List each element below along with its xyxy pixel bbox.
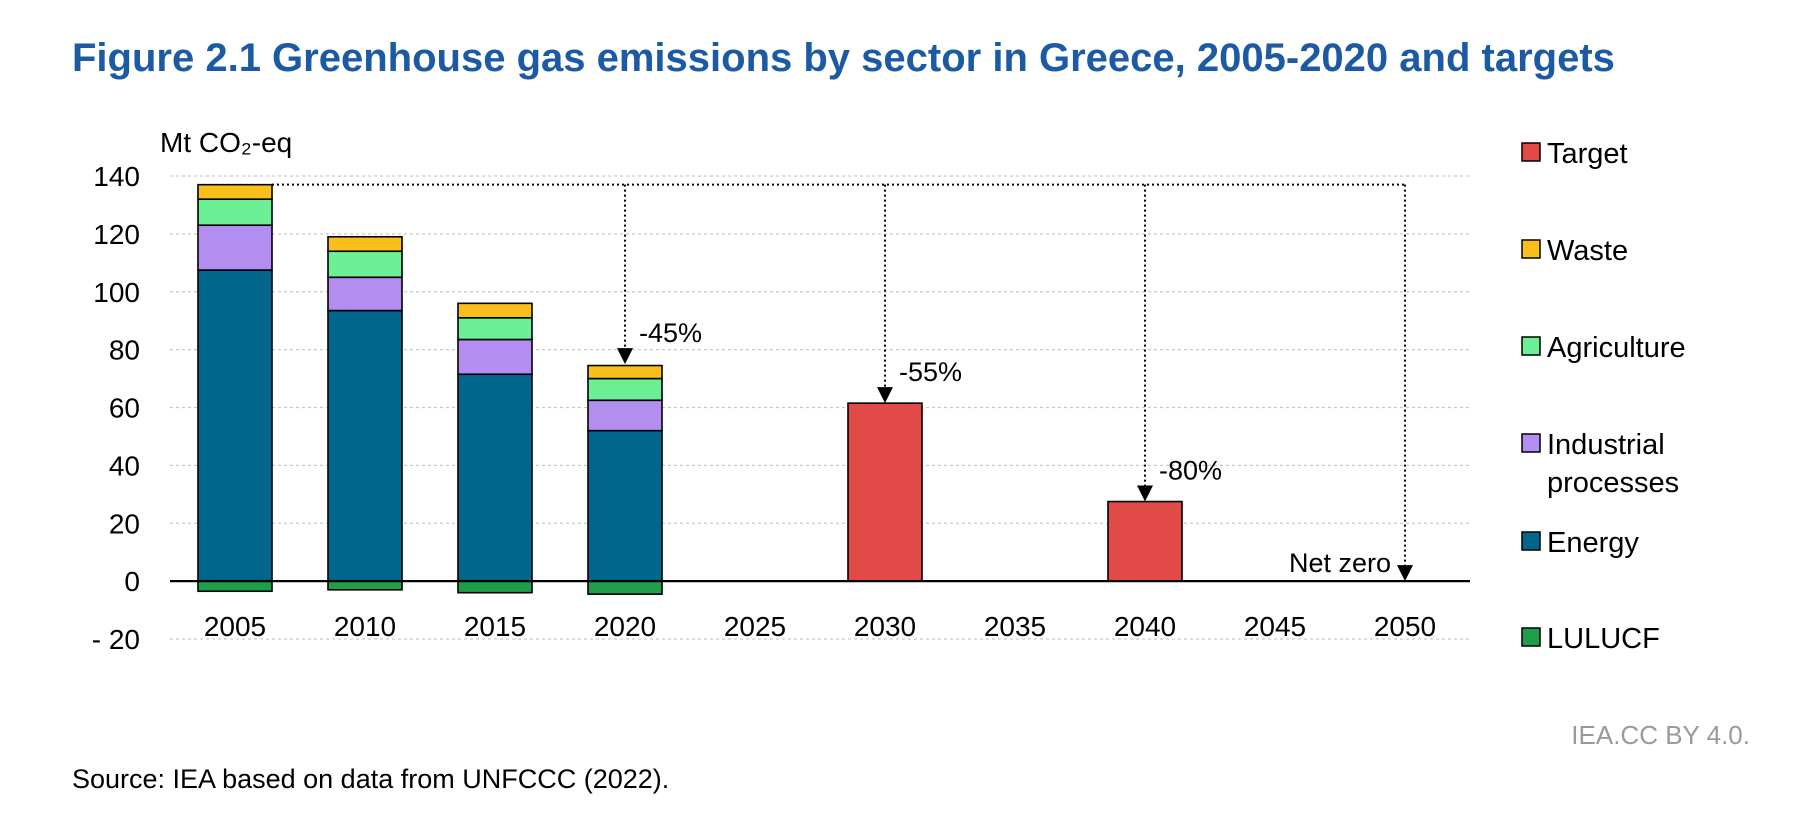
x-tick-label: 2030 (854, 611, 916, 642)
credit-label: IEA.CC BY 4.0. (1571, 720, 1750, 750)
legend-swatch (1521, 627, 1541, 647)
legend-swatch (1521, 336, 1541, 356)
x-tick-label: 2015 (464, 611, 526, 642)
legend-swatch (1521, 142, 1541, 162)
bar-segment-energy-2010 (327, 309, 403, 582)
bar-segment-lulucf-2010 (327, 580, 403, 591)
bar-segment-waste-2015 (457, 302, 533, 319)
bar-segment-target-2030 (847, 402, 923, 582)
annotation-arrowhead (1137, 485, 1153, 502)
bar-segment-energy-2015 (457, 373, 533, 582)
y-tick-label: 0 (124, 566, 140, 597)
x-tick-label: 2040 (1114, 611, 1176, 642)
bar-segment-industrial-processes-2010 (327, 276, 403, 312)
y-tick-label: 60 (109, 393, 140, 424)
source-note: Source: IEA based on data from UNFCCC (2… (72, 764, 670, 794)
bar-segment-lulucf-2015 (457, 580, 533, 594)
x-tick-label: 2025 (724, 611, 786, 642)
y-tick-label: 100 (93, 277, 140, 308)
bar-segment-target-2040 (1107, 500, 1183, 582)
x-tick-label: 2010 (334, 611, 396, 642)
y-tick-label: 120 (93, 219, 140, 250)
bar-segment-industrial-processes-2020 (587, 399, 663, 432)
legend-label: Target (1547, 138, 1628, 170)
legend: Target Waste Agriculture Industrial processe… (1521, 138, 1686, 655)
y-tick-label: 20 (109, 508, 140, 539)
y-tick-label: 80 (109, 335, 140, 366)
bar-segment-industrial-processes-2015 (457, 338, 533, 376)
annotation-arrowhead (877, 387, 893, 404)
y-tick-label: 40 (109, 450, 140, 481)
bar-segment-waste-2020 (587, 364, 663, 380)
bar-segment-agriculture-2015 (457, 316, 533, 341)
y-axis: Mt CO₂-eq 140 120 100 80 60 40 20 0 - 20 (92, 127, 292, 655)
y-tick-label: 140 (93, 161, 140, 192)
legend-label: Waste (1547, 235, 1628, 267)
bar-segment-energy-2005 (197, 269, 273, 582)
bar-segment-industrial-processes-2005 (197, 224, 273, 271)
bar-segment-agriculture-2005 (197, 198, 273, 226)
annotation-label: -55% (899, 357, 962, 387)
x-axis: 2005 2010 2015 2020 2025 2030 2035 2040 2045 2050 (170, 580, 1470, 642)
x-tick-label: 2005 (204, 611, 266, 642)
y-tick-label: - 20 (92, 624, 140, 655)
legend-swatch (1521, 531, 1541, 551)
y-axis-label: Mt CO₂-eq (160, 127, 292, 158)
bar-segment-agriculture-2020 (587, 377, 663, 402)
x-tick-label: 2020 (594, 611, 656, 642)
bar-segment-agriculture-2010 (327, 250, 403, 279)
legend-label: Energy (1547, 527, 1639, 559)
annotation-arrowhead (617, 348, 633, 365)
x-tick-label: 2045 (1244, 611, 1306, 642)
bar-segment-energy-2020 (587, 429, 663, 582)
annotation-label: -45% (639, 318, 702, 348)
legend-label: LULUCF (1547, 623, 1660, 655)
annotation-arrowhead (1397, 565, 1413, 582)
legend-label: Agriculture (1547, 332, 1686, 364)
legend-label: Industrial (1547, 429, 1665, 461)
legend-swatch (1521, 239, 1541, 259)
bar-segment-lulucf-2005 (197, 580, 273, 593)
x-tick-label: 2050 (1374, 611, 1436, 642)
bar-segment-waste-2010 (327, 235, 403, 253)
bars (197, 183, 1183, 595)
bar-segment-waste-2005 (197, 183, 273, 200)
legend-swatch (1521, 433, 1541, 453)
annotation-label: -80% (1159, 456, 1222, 486)
chart-title: Figure 2.1 Greenhouse gas emissions by s… (72, 36, 1615, 80)
reference-lines: -45% -55% -80% Net zero (272, 183, 1413, 582)
x-tick-label: 2035 (984, 611, 1046, 642)
annotation-label: Net zero (1289, 548, 1391, 578)
bar-segment-lulucf-2020 (587, 580, 663, 595)
legend-label: processes (1547, 467, 1679, 499)
